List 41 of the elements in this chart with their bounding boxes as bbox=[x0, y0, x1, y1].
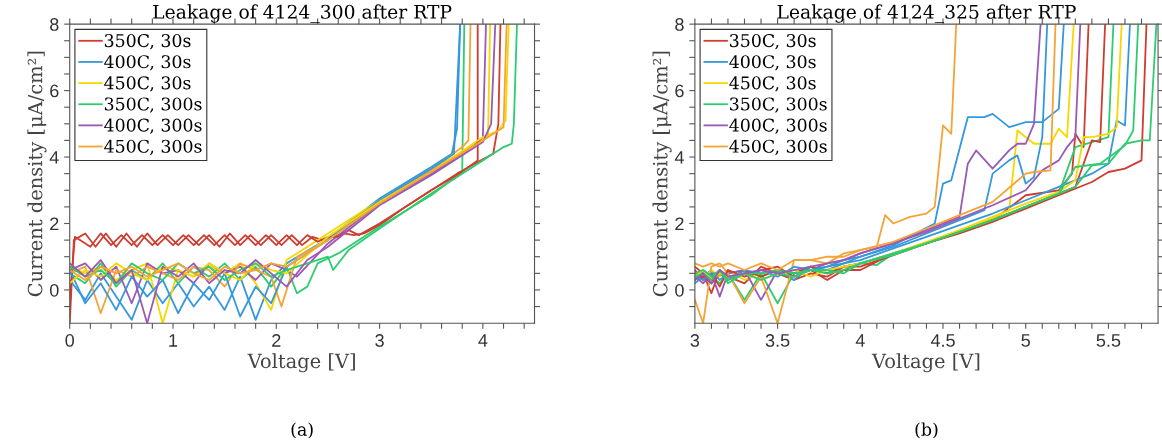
legend-label: 400C, 30s bbox=[729, 55, 816, 71]
x-tick-label: 2 bbox=[272, 334, 281, 347]
y-axis-title: Current density [μA/cm²] bbox=[27, 51, 47, 297]
x-tick-label: 4 bbox=[855, 334, 865, 347]
x-tick-label: 4 bbox=[478, 334, 488, 347]
legend-label: 350C, 300s bbox=[104, 97, 202, 113]
y-tick-label: 0 bbox=[49, 283, 59, 297]
x-tick-label: 3 bbox=[690, 334, 700, 347]
legend-label: 450C, 300s bbox=[729, 139, 827, 155]
x-tick-label: 4.5 bbox=[930, 334, 955, 347]
y-tick-label: 2 bbox=[50, 217, 59, 231]
text: (b) bbox=[915, 422, 938, 439]
x-tick-label: 5 bbox=[1021, 334, 1030, 347]
y-tick-label: 4 bbox=[674, 151, 684, 164]
y-tick-label: 4 bbox=[49, 151, 59, 164]
y-axis-title: Current density [μA/cm²] bbox=[652, 51, 672, 297]
x-tick-label: 3.5 bbox=[765, 334, 790, 347]
legend-label: 450C, 300s bbox=[104, 139, 202, 155]
legend-label: 350C, 30s bbox=[730, 33, 816, 50]
text: (a) bbox=[291, 422, 313, 439]
chart-title: Leakage of 4124_325 after RTP bbox=[777, 4, 1076, 23]
x-axis-title: Voltage [V] bbox=[247, 353, 355, 373]
y-tick-label: 6 bbox=[675, 84, 684, 98]
legend-label: 400C, 300s bbox=[729, 118, 827, 134]
legend-label: 450C, 30s bbox=[104, 76, 191, 92]
y-tick-label: 2 bbox=[675, 217, 684, 231]
legend-label: 450C, 30s bbox=[729, 76, 816, 92]
x-tick-label: 5.5 bbox=[1096, 334, 1121, 347]
legend-label: 350C, 30s bbox=[104, 33, 191, 50]
chart-title: Leakage of 4124_300 after RTP bbox=[153, 4, 452, 23]
legend-label: 350C, 300s bbox=[730, 97, 827, 113]
x-tick-label: 1 bbox=[169, 334, 178, 347]
x-tick-label: 0 bbox=[65, 334, 75, 347]
y-tick-label: 0 bbox=[675, 283, 684, 297]
legend-label: 400C, 30s bbox=[104, 55, 191, 71]
y-tick-label: 6 bbox=[50, 84, 59, 98]
x-tick-label: 3 bbox=[375, 334, 384, 347]
y-tick-label: 8 bbox=[50, 18, 59, 31]
x-axis-title: Voltage [V] bbox=[871, 353, 980, 373]
legend-label: 400C, 300s bbox=[104, 118, 202, 134]
y-tick-label: 8 bbox=[675, 18, 684, 31]
